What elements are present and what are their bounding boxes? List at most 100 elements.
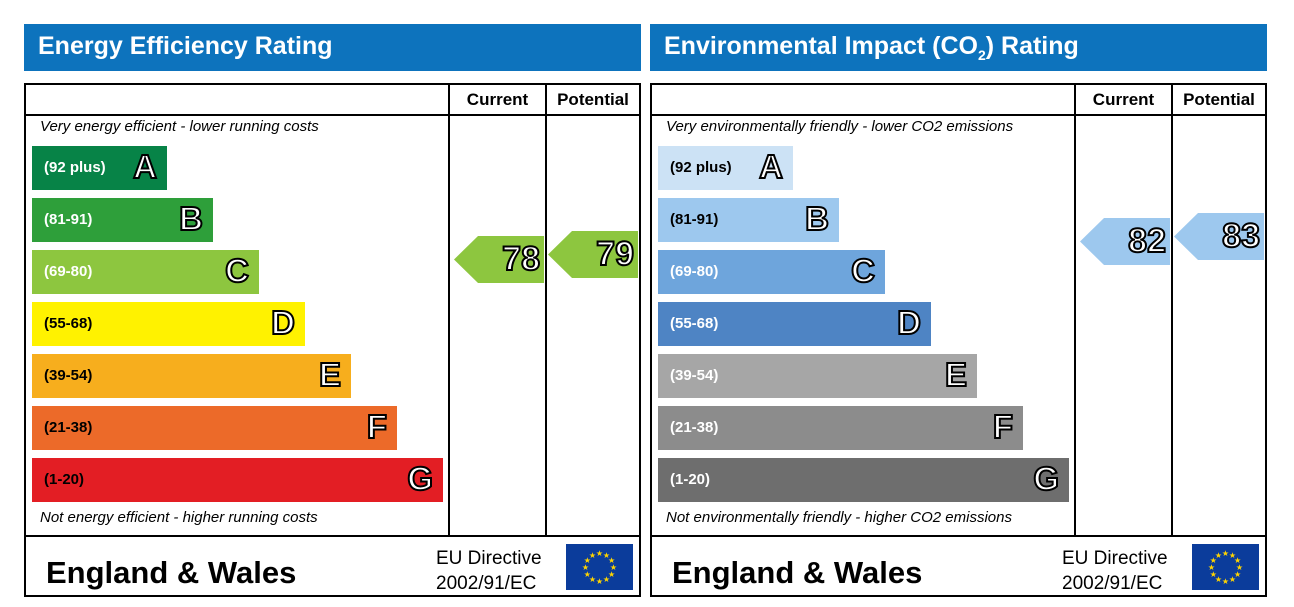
band-range-label: (21-38) — [44, 419, 93, 436]
band-letter: E — [944, 355, 968, 394]
eu-star-icon: ★ — [610, 563, 617, 572]
column-header-potential: Potential — [1183, 90, 1255, 109]
country-label: England & Wales — [672, 555, 923, 590]
chart-title-text: Environmental Impact (CO — [664, 32, 978, 60]
rating-table: Current Potential Very energy efficient - … — [24, 83, 641, 597]
current-rating-arrow-shape — [454, 235, 544, 283]
eu-star-icon: ★ — [608, 570, 615, 579]
band-d: (55-68) D — [658, 302, 931, 346]
eu-star-icon: ★ — [596, 577, 603, 586]
column-header-current: Current — [466, 90, 529, 109]
chart-title: Environmental Impact (CO2) Rating — [650, 24, 1267, 71]
eu-star-icon: ★ — [1222, 577, 1229, 586]
eu-star-icon: ★ — [589, 575, 596, 584]
eu-star-icon: ★ — [1222, 549, 1229, 558]
band-d: (55-68) D — [32, 302, 305, 346]
potential-rating: 79 — [548, 231, 638, 279]
chart-title-subscript: 2 — [977, 47, 986, 63]
band-letter: D — [270, 303, 296, 342]
eu-directive-line: 2002/91/EC — [436, 573, 537, 594]
energy-efficiency-panel: Energy Efficiency Rating Current Potential… — [24, 24, 641, 597]
eu-star-icon: ★ — [584, 556, 591, 565]
eu-star-icon: ★ — [1215, 551, 1222, 560]
top-note: Very energy efficient - lower running co… — [40, 118, 319, 135]
band-b: (81-91) B — [32, 198, 213, 242]
band-range-label: (1-20) — [670, 471, 711, 488]
eu-star-icon: ★ — [584, 570, 591, 579]
band-range-label: (69-80) — [44, 263, 93, 280]
footer-divider — [26, 535, 639, 537]
band-letter: E — [318, 355, 342, 394]
band-c: (69-80) C — [658, 250, 885, 294]
eu-directive: EU Directive 2002/91/EC — [1062, 546, 1168, 596]
band-range-label: (55-68) — [670, 315, 719, 332]
column-header-potential: Potential — [557, 90, 629, 109]
eu-star-icon: ★ — [603, 575, 610, 584]
band-letter: F — [366, 407, 388, 446]
eu-star-icon: ★ — [1229, 575, 1236, 584]
potential-rating-shape — [548, 231, 638, 279]
band-range-label: (21-38) — [670, 419, 719, 436]
eu-star-icon: ★ — [582, 563, 589, 572]
band-range-label: (69-80) — [670, 263, 719, 280]
band-letter: F — [992, 407, 1014, 446]
column-divider — [448, 85, 450, 535]
band-range-label: (81-91) — [670, 211, 719, 228]
band-range-label: (1-20) — [44, 471, 85, 488]
current-rating-value: 82 — [1127, 221, 1167, 261]
eu-star-icon: ★ — [1229, 551, 1236, 560]
eu-directive-line: 2002/91/EC — [1062, 573, 1163, 594]
current-rating-value: 78 — [501, 239, 541, 279]
band-range-label: (39-54) — [670, 367, 719, 384]
eu-directive: EU Directive 2002/91/EC — [436, 546, 542, 596]
column-divider — [545, 85, 547, 535]
band-letter: B — [178, 199, 204, 238]
band-e: (39-54) E — [658, 354, 977, 398]
band-g: (1-20) G — [658, 458, 1069, 502]
current-rating-arrow-shape — [1080, 217, 1170, 265]
top-note: Very environmentally friendly - lower CO… — [666, 118, 1014, 135]
potential-rating-value: 83 — [1221, 216, 1261, 256]
bottom-note: Not environmentally friendly - higher CO… — [666, 509, 1012, 526]
band-f: (21-38) F — [32, 406, 397, 450]
eu-directive-line: EU Directive — [436, 548, 542, 569]
footer-divider — [652, 535, 1265, 537]
environmental-impact-panel: Environmental Impact (CO2) Rating Current… — [650, 24, 1267, 597]
band-letter: B — [804, 199, 830, 238]
band-range-label: (39-54) — [44, 367, 93, 384]
band-range-label: (92 plus) — [44, 159, 106, 176]
band-range-label: (92 plus) — [670, 159, 732, 176]
band-letter: C — [224, 251, 250, 290]
band-letter: C — [850, 251, 876, 290]
band-range-label: (81-91) — [44, 211, 93, 228]
band-letter: A — [132, 147, 158, 186]
band-range-label: (55-68) — [44, 315, 93, 332]
column-divider — [1171, 85, 1173, 535]
eu-star-icon: ★ — [1234, 570, 1241, 579]
chart-title-end: ) Rating — [985, 32, 1079, 60]
header-divider — [652, 114, 1265, 116]
band-g: (1-20) G — [32, 458, 443, 502]
eu-stars-icon: ★ ★★★★★★★★★★★ — [1208, 549, 1243, 586]
potential-rating-value: 79 — [595, 234, 635, 274]
column-divider — [1074, 85, 1076, 535]
eu-star-icon: ★ — [1208, 563, 1215, 572]
eu-star-icon: ★ — [1215, 575, 1222, 584]
bottom-note: Not energy efficient - higher running co… — [40, 509, 318, 526]
current-rating-shape — [1080, 217, 1170, 265]
band-b: (81-91) B — [658, 198, 839, 242]
eu-flag-icon: ★ ★ ★ ★ ★ ★ ★ ★ ★ ★ ★ ★ — [566, 544, 633, 590]
header-divider — [26, 114, 639, 116]
band-a: (92 plus) A — [32, 146, 167, 190]
band-letter: A — [758, 147, 784, 186]
chart-title-text: Energy Efficiency Rating — [38, 32, 333, 60]
band-a: (92 plus) A — [658, 146, 793, 190]
band-e: (39-54) E — [32, 354, 351, 398]
eu-star-icon: ★ — [1236, 563, 1243, 572]
band-letter: D — [896, 303, 922, 342]
column-header-current: Current — [1092, 90, 1155, 109]
potential-rating-arrow-shape — [548, 231, 638, 279]
current-rating: 78 — [454, 235, 544, 283]
band-letter: G — [406, 459, 434, 498]
eu-flag-icon: ★ ★ ★ ★ ★ ★ ★ ★ ★ ★ ★ ★ — [1192, 544, 1259, 590]
